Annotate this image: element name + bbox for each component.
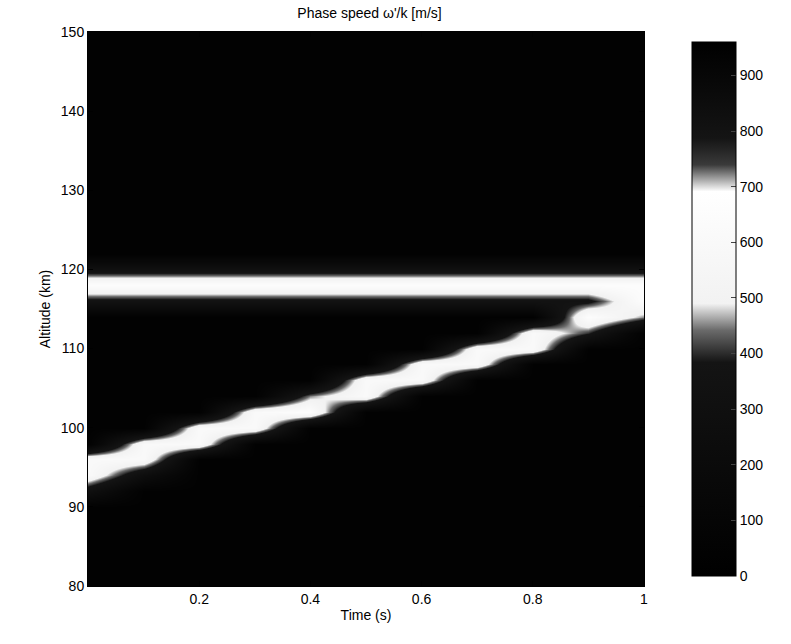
svg-text:0.6: 0.6 [412, 591, 432, 607]
svg-text:0.8: 0.8 [523, 591, 543, 607]
svg-text:0.2: 0.2 [189, 591, 209, 607]
svg-text:140: 140 [61, 103, 85, 119]
svg-text:200: 200 [740, 457, 764, 473]
svg-text:110: 110 [62, 340, 85, 356]
svg-text:900: 900 [740, 67, 764, 83]
svg-text:Time (s): Time (s) [341, 607, 392, 623]
svg-text:90: 90 [69, 499, 85, 515]
svg-text:700: 700 [740, 179, 764, 195]
svg-text:120: 120 [61, 261, 85, 277]
svg-text:0: 0 [740, 568, 748, 584]
svg-text:500: 500 [740, 290, 764, 306]
svg-text:1: 1 [640, 591, 648, 607]
svg-text:100: 100 [740, 512, 764, 528]
svg-text:150: 150 [61, 24, 85, 40]
svg-text:300: 300 [740, 401, 764, 417]
svg-text:130: 130 [61, 182, 85, 198]
svg-text:0.4: 0.4 [301, 591, 321, 607]
svg-text:400: 400 [740, 345, 764, 361]
svg-text:Altitude (km): Altitude (km) [37, 270, 53, 349]
svg-text:800: 800 [740, 123, 764, 139]
svg-text:100: 100 [61, 420, 85, 436]
svg-text:Phase speed ω'/k [m/s]: Phase speed ω'/k [m/s] [297, 5, 441, 21]
svg-text:80: 80 [69, 578, 85, 594]
svg-text:600: 600 [740, 234, 764, 250]
